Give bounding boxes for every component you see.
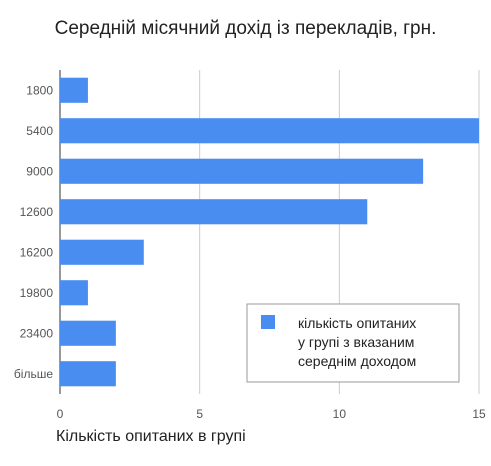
x-axis-label: Кількість опитаних в групі: [56, 428, 246, 445]
x-tick-label: 5: [196, 407, 203, 421]
bar-5400: [60, 118, 479, 144]
legend-swatch: [261, 315, 275, 329]
y-tick-label: 16200: [20, 245, 54, 259]
legend-box: [246, 303, 460, 383]
y-tick-label: 1800: [26, 83, 53, 97]
bar-23400: [60, 320, 116, 346]
y-tick-label: 23400: [20, 326, 54, 340]
y-tick-label: 12600: [20, 205, 54, 219]
chart-title: Середній місячний дохід із перекладів, г…: [54, 18, 437, 39]
x-tick-label: 10: [333, 407, 347, 421]
y-tick-label: 9000: [26, 164, 53, 178]
bar-1800: [60, 77, 88, 103]
x-tick-label: 0: [57, 407, 64, 421]
y-tick-label: 19800: [20, 286, 54, 300]
x-tick-label: 15: [472, 407, 486, 421]
bar-16200: [60, 239, 144, 265]
legend-text: у групі з вказаним: [298, 334, 414, 350]
bar-більше: [60, 361, 116, 387]
y-tick-label: 5400: [26, 124, 53, 138]
bar-19800: [60, 280, 88, 306]
legend-text: середнім доходом: [298, 353, 416, 369]
bar-12600: [60, 199, 368, 225]
legend-text: кількість опитаних: [298, 315, 416, 331]
y-tick-label: більше: [14, 367, 53, 381]
bar-9000: [60, 158, 424, 184]
